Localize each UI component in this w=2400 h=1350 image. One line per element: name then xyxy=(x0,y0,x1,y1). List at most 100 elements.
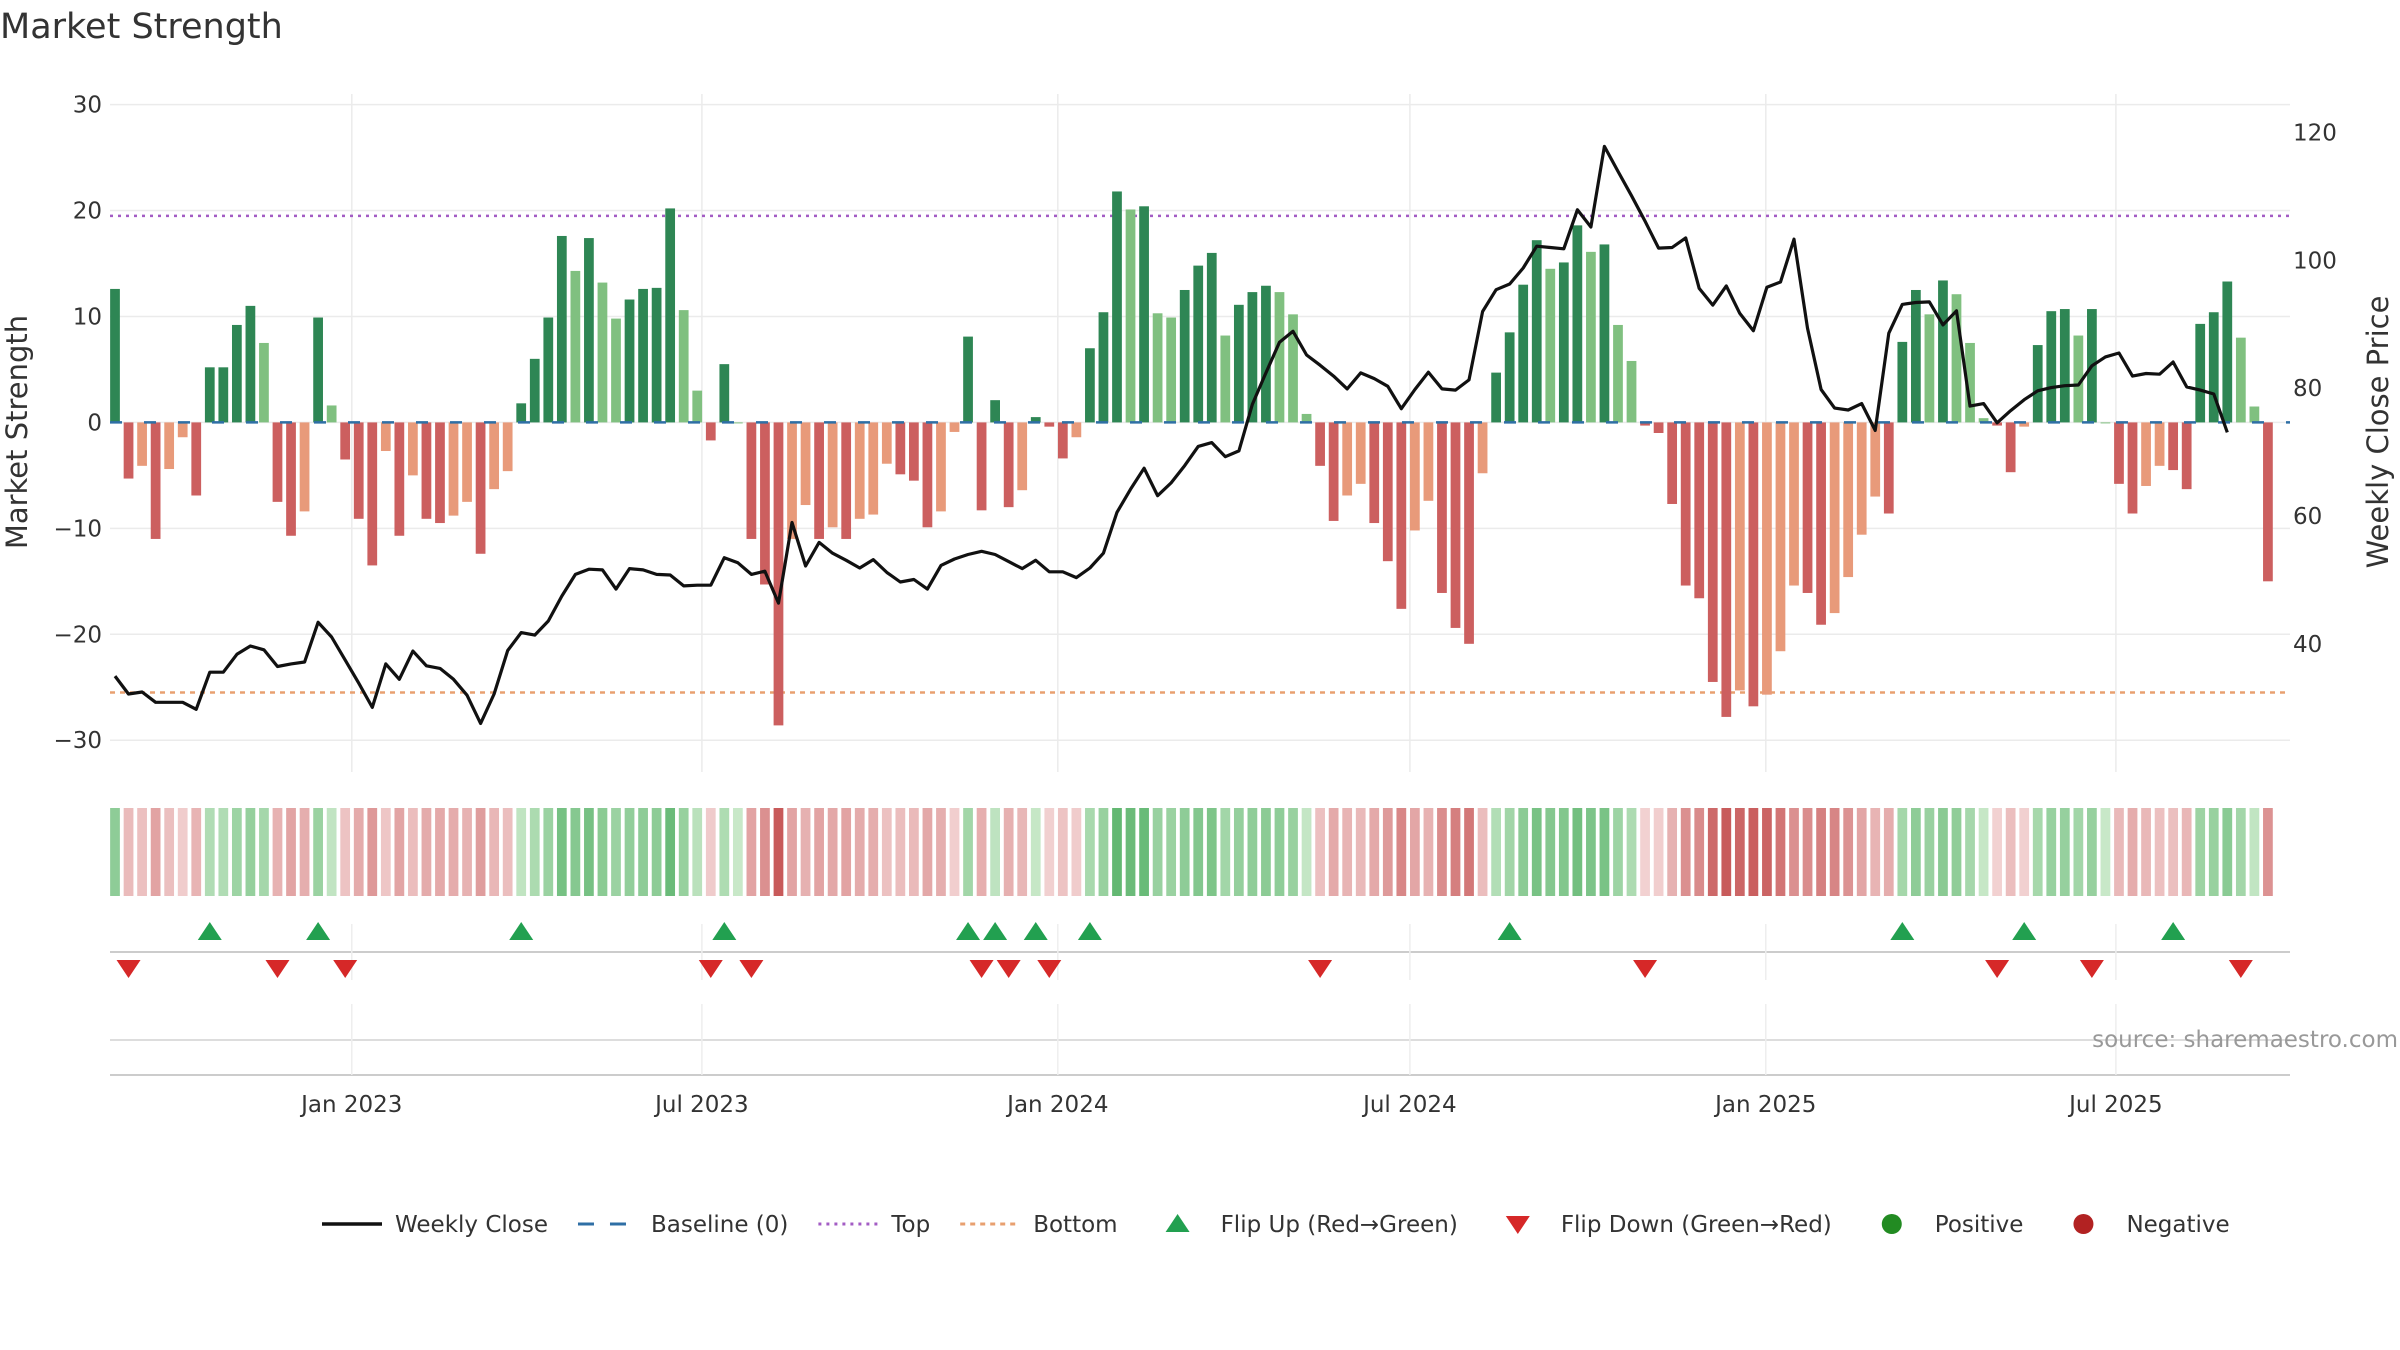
strength-bar xyxy=(1450,422,1461,628)
strip-cell xyxy=(841,808,852,896)
strength-bar xyxy=(1870,422,1881,497)
x-axis: Jan 2023 Jul 2023 Jan 2024 Jul 2024 Jan 2025… xyxy=(110,1004,2290,1118)
strip-cell xyxy=(2073,808,2084,896)
strength-bar xyxy=(2181,422,2192,490)
strip-cell xyxy=(570,808,581,896)
strip-cell xyxy=(164,808,175,896)
strip-cell xyxy=(1342,808,1353,896)
strip-cell xyxy=(1829,808,1840,896)
strip-cell xyxy=(1261,808,1271,896)
strength-bar xyxy=(1112,191,1122,423)
strip-cell xyxy=(895,808,906,896)
strength-bar xyxy=(2141,422,2151,486)
strength-bar xyxy=(1816,422,1826,625)
legend-item: Negative xyxy=(2073,1212,2230,1238)
strength-bar xyxy=(110,288,120,423)
strength-bar xyxy=(1057,422,1068,459)
strip-cell xyxy=(787,808,797,896)
y2-tick-label: 80 xyxy=(2293,376,2322,402)
strip-cell xyxy=(218,808,229,896)
legend-label: Bottom xyxy=(1033,1212,1117,1238)
strip-cell xyxy=(1179,808,1190,896)
strength-bar xyxy=(1315,422,1325,466)
strip-cell xyxy=(1206,808,1217,896)
y-tick-label: −20 xyxy=(53,622,102,648)
y-tick-label: 0 xyxy=(87,410,102,436)
strip-cell xyxy=(2100,808,2111,896)
strength-bar xyxy=(380,422,391,452)
strength-bar xyxy=(1558,262,1569,423)
strip-cell xyxy=(1640,808,1650,896)
strength-bar xyxy=(1071,422,1082,438)
strip-cell xyxy=(1139,808,1149,896)
flip-up-marker xyxy=(509,922,534,940)
strip-cell xyxy=(1071,808,1082,896)
strength-bar xyxy=(1003,422,1014,508)
legend-swatch xyxy=(1165,1214,1190,1232)
weekly-close-series xyxy=(113,144,2229,726)
strip-cell xyxy=(854,808,865,896)
strength-bar xyxy=(299,422,310,512)
legend-swatch xyxy=(1881,1214,1902,1234)
strength-bar xyxy=(827,422,838,528)
strength-bar xyxy=(2222,281,2233,423)
flip-up-marker xyxy=(712,922,737,940)
strip-cell xyxy=(692,808,703,896)
strength-bar xyxy=(746,422,757,539)
legend-item: Weekly Close xyxy=(322,1212,548,1238)
strength-bar xyxy=(597,282,608,423)
strip-cell xyxy=(773,808,784,896)
strength-bar xyxy=(123,422,134,479)
strength-bar xyxy=(1721,422,1732,717)
strength-bar xyxy=(2005,422,2016,473)
strip-cell xyxy=(529,808,540,896)
y-axis-right-ticks: 120 100 80 60 40 xyxy=(2293,120,2337,658)
strength-bar xyxy=(489,422,500,490)
strength-bar xyxy=(556,235,567,423)
strip-cell xyxy=(1870,808,1881,896)
strip-cell xyxy=(1464,808,1474,896)
strength-bar xyxy=(1545,268,1556,423)
strip-cell xyxy=(231,808,242,896)
strength-heat-strip xyxy=(110,808,2273,896)
strip-cell xyxy=(1762,808,1772,896)
legend-swatch xyxy=(1505,1216,1530,1234)
strength-bar xyxy=(1166,317,1177,423)
strength-bar xyxy=(1531,240,1542,423)
strip-cell xyxy=(678,808,689,896)
y2-tick-label: 120 xyxy=(2293,120,2337,146)
strength-bars xyxy=(110,191,2290,726)
strength-bar xyxy=(638,288,648,423)
strength-bar xyxy=(1233,304,1244,423)
strength-bar xyxy=(1504,332,1515,423)
strength-bar xyxy=(1261,285,1271,423)
strength-bar xyxy=(272,422,283,502)
strip-cell xyxy=(881,808,892,896)
strength-bar xyxy=(651,287,662,423)
strength-bar xyxy=(1301,413,1312,423)
strength-bar xyxy=(231,324,242,423)
strength-bar xyxy=(1586,251,1596,423)
strength-bar xyxy=(516,403,527,423)
y2-tick-label: 40 xyxy=(2293,632,2322,658)
legend-label: Negative xyxy=(2126,1212,2229,1238)
y2-tick-label: 100 xyxy=(2293,248,2337,274)
strip-cell xyxy=(1112,808,1122,896)
strip-cell xyxy=(1843,808,1854,896)
strength-bar xyxy=(1193,265,1204,423)
x-tick-label: Jul 2023 xyxy=(653,1092,749,1118)
flip-down-marker xyxy=(1308,960,1333,978)
strip-cell xyxy=(340,808,351,896)
strip-cell xyxy=(2127,808,2138,896)
strip-cell xyxy=(1450,808,1461,896)
flip-down-marker xyxy=(1985,960,2010,978)
strength-bar xyxy=(1382,422,1393,562)
strength-bar xyxy=(1355,422,1366,484)
strength-bar xyxy=(719,364,730,423)
strip-cell xyxy=(1721,808,1732,896)
strength-bar xyxy=(814,422,824,539)
y-tick-label: 30 xyxy=(73,93,102,119)
strength-bar xyxy=(245,305,256,423)
strength-bar xyxy=(678,310,689,423)
